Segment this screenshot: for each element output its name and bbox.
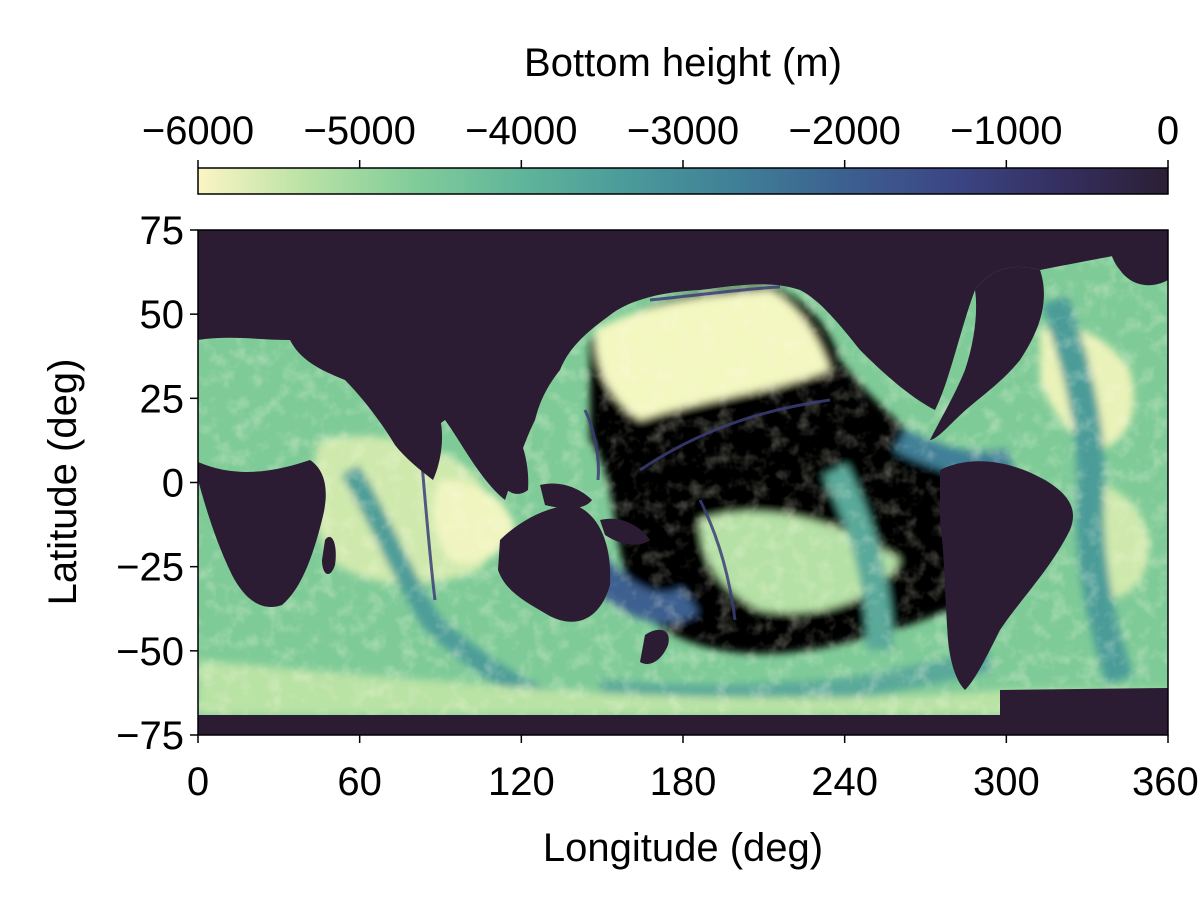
land-masses bbox=[198, 230, 1168, 735]
y-tick-label: 50 bbox=[140, 293, 185, 337]
y-tick-label: 25 bbox=[140, 377, 185, 421]
colorbar-ticks: −6000 −5000 −4000 −3000 −2000 −1000 0 bbox=[142, 109, 1179, 168]
colorbar-label: Bottom height (m) bbox=[524, 41, 842, 85]
bathymetry-heatmap bbox=[198, 230, 1168, 735]
x-tick-label: 300 bbox=[973, 760, 1040, 804]
colorbar-gradient bbox=[197, 167, 1169, 195]
colorbar-tick-label: −5000 bbox=[303, 109, 415, 153]
x-axis-ticks: 0 60 120 180 240 300 360 bbox=[187, 735, 1199, 804]
colorbar-tick-label: −6000 bbox=[142, 109, 254, 153]
colorbar-tick-label: 0 bbox=[1157, 109, 1179, 153]
x-tick-label: 0 bbox=[187, 760, 209, 804]
y-tick-label: 0 bbox=[162, 462, 184, 506]
y-axis-label: Latitude (deg) bbox=[41, 359, 85, 606]
x-tick-label: 180 bbox=[650, 760, 717, 804]
colorbar-tick-label: −3000 bbox=[627, 109, 739, 153]
map-panel: 0 60 120 180 240 300 360 75 50 25 0 −25 −50 −75 Long… bbox=[41, 209, 1199, 870]
x-tick-label: 240 bbox=[811, 760, 878, 804]
y-axis-ticks: 75 50 25 0 −25 −50 −75 bbox=[116, 209, 198, 758]
x-tick-label: 120 bbox=[488, 760, 555, 804]
colorbar-tick-label: −4000 bbox=[465, 109, 577, 153]
x-axis-label: Longitude (deg) bbox=[543, 826, 823, 870]
x-tick-label: 360 bbox=[1132, 760, 1199, 804]
colorbar: Bottom height (m) −6000 −5000 −4000 −3000 −2… bbox=[142, 41, 1179, 195]
y-tick-label: −25 bbox=[116, 546, 184, 590]
y-tick-label: −75 bbox=[116, 714, 184, 758]
colorbar-tick-label: −2000 bbox=[788, 109, 900, 153]
colorbar-tick-label: −1000 bbox=[950, 109, 1062, 153]
y-tick-label: −50 bbox=[116, 630, 184, 674]
y-tick-label: 75 bbox=[140, 209, 185, 253]
x-tick-label: 60 bbox=[337, 760, 382, 804]
